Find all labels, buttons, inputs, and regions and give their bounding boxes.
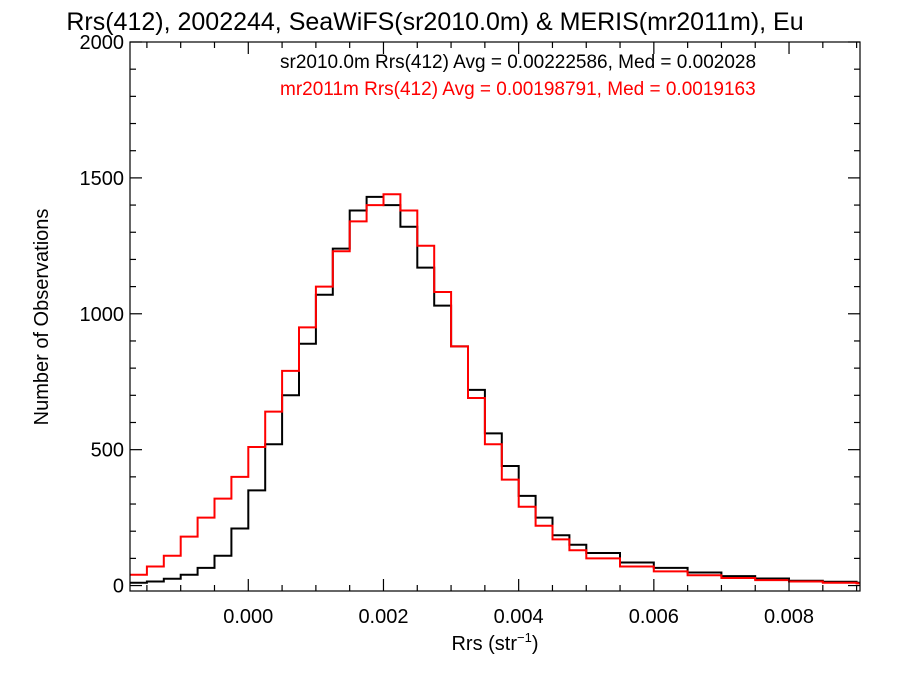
- chart-title: Rrs(412), 2002244, SeaWiFS(sr2010.0m) & …: [66, 8, 803, 36]
- x-axis-label-superscript: −1: [517, 630, 532, 645]
- series-annotation-mr2011: mr2011m Rrs(412) Avg = 0.00198791, Med =…: [280, 79, 756, 100]
- y-tick-label: 500: [91, 440, 124, 462]
- x-tick-label: 0.008: [764, 606, 814, 628]
- x-tick-label: 0.006: [629, 606, 679, 628]
- y-tick-label: 1000: [80, 304, 125, 326]
- plot-frame: [129, 41, 861, 592]
- series-annotation-sr2010: sr2010.0m Rrs(412) Avg = 0.00222586, Med…: [280, 52, 756, 73]
- series-line-mr2011m: [130, 193, 860, 585]
- y-tick-label: 2000: [80, 32, 125, 54]
- series-line-sr2010.0m: [130, 195, 860, 584]
- series-layer: [130, 193, 860, 585]
- y-tick-label: 0: [113, 576, 124, 598]
- x-tick-label: 0.004: [494, 606, 544, 628]
- y-tick-label: 1500: [80, 168, 125, 190]
- x-tick-label: 0.002: [358, 606, 408, 628]
- y-axis-label: Number of Observations: [31, 209, 53, 426]
- ticks-layer: 0.000 0.002 0.004 0.006 0.008 0 500 1000 1500 200…: [80, 32, 860, 628]
- x-tick-label: 0.000: [223, 606, 273, 628]
- x-axis-label: Rrs (str−1): [451, 630, 538, 655]
